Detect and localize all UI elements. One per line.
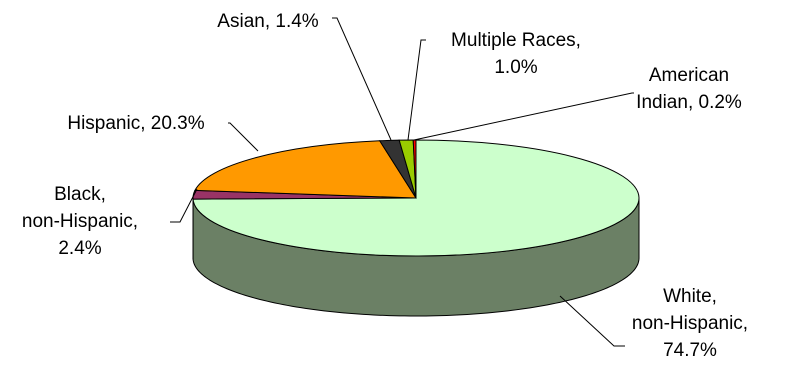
slice-label-line: Black, — [54, 184, 106, 205]
slice-label-line: Asian, 1.4% — [217, 11, 318, 32]
slice-label-line: Indian, 0.2% — [636, 92, 742, 113]
slice-label-hispanic: Hispanic, 20.3% — [67, 113, 204, 134]
slice-label-line: White, — [663, 286, 717, 307]
slice-label-line: Multiple Races, — [451, 30, 581, 51]
leader-line-hispanic — [228, 122, 259, 152]
slice-label-line: 74.7% — [663, 340, 717, 361]
slice-label-multiple-races: Multiple Races, 1.0% — [451, 30, 581, 78]
slice-label-line: American — [649, 65, 729, 86]
slice-label-american-indian: American Indian, 0.2% — [636, 65, 742, 113]
slice-label-white-non-hispanic: White, non-Hispanic, 74.7% — [632, 286, 748, 361]
slice-label-asian: Asian, 1.4% — [217, 11, 318, 32]
slice-label-line: 2.4% — [58, 238, 101, 259]
leader-line-white-non-hispanic — [559, 295, 625, 347]
pie-top-face — [192, 139, 640, 257]
leader-lines — [170, 17, 634, 347]
slice-labels: White, non-Hispanic, 74.7% Black, non-Hispan… — [22, 11, 748, 361]
slice-label-line: non-Hispanic, — [632, 313, 748, 334]
leader-line-asian — [332, 17, 392, 141]
slice-label-line: Hispanic, 20.3% — [67, 113, 204, 134]
leader-line-black-non-hispanic — [170, 188, 198, 223]
leader-line-american-indian — [413, 92, 634, 141]
pie-slice-white-non-hispanic — [192, 139, 640, 257]
slice-label-line: non-Hispanic, — [22, 211, 138, 232]
slice-label-black-non-hispanic: Black, non-Hispanic, 2.4% — [22, 184, 138, 259]
leader-line-multiple-races — [407, 39, 426, 141]
slice-label-line: 1.0% — [494, 57, 537, 78]
pie-slice-hispanic — [194, 140, 417, 199]
